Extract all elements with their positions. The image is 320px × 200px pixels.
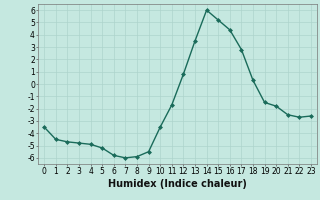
X-axis label: Humidex (Indice chaleur): Humidex (Indice chaleur) <box>108 179 247 189</box>
